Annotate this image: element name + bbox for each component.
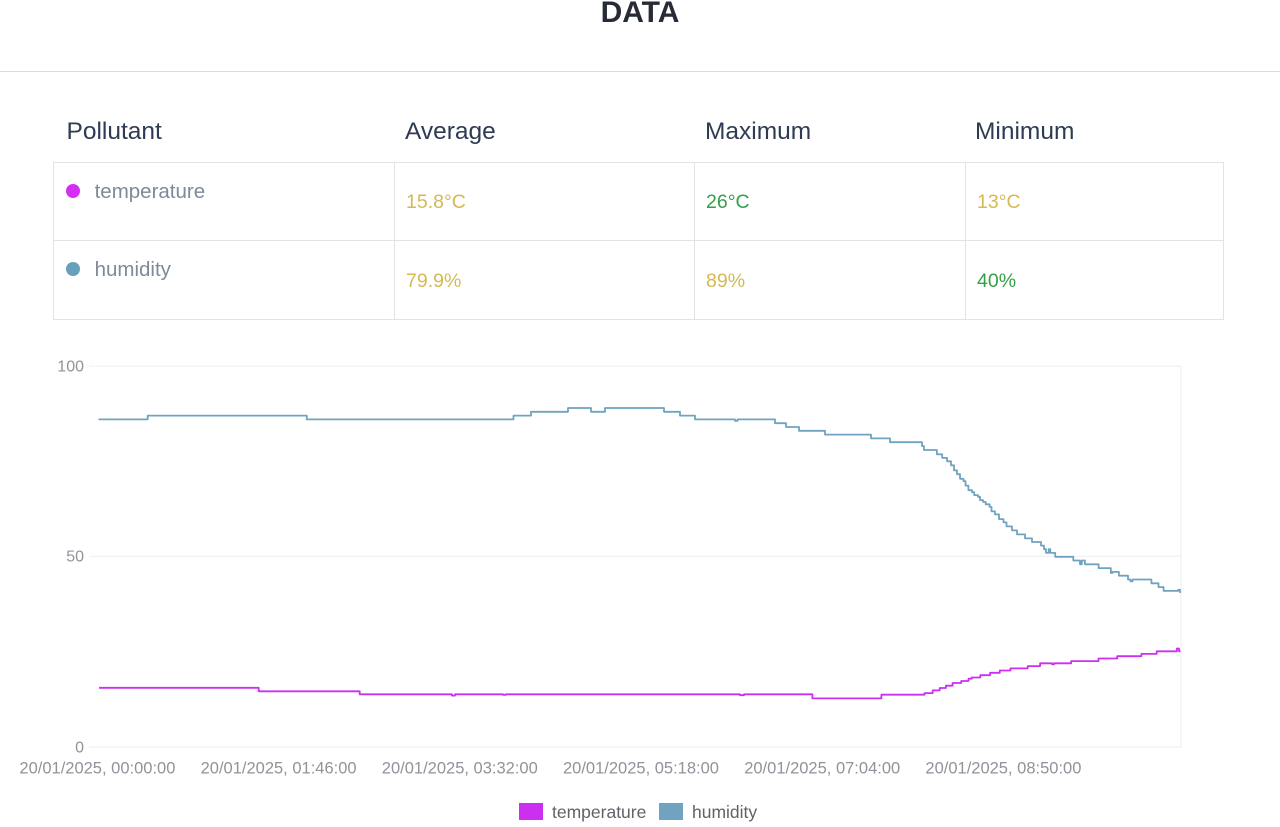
svg-text:50: 50 bbox=[66, 549, 84, 566]
svg-text:20/01/2025, 03:32:00: 20/01/2025, 03:32:00 bbox=[382, 760, 538, 778]
svg-text:20/01/2025, 01:46:00: 20/01/2025, 01:46:00 bbox=[201, 760, 357, 778]
svg-text:100: 100 bbox=[57, 359, 84, 376]
svg-text:20/01/2025, 08:50:00: 20/01/2025, 08:50:00 bbox=[925, 760, 1081, 778]
svg-text:0: 0 bbox=[75, 739, 84, 756]
svg-text:20/01/2025, 05:18:00: 20/01/2025, 05:18:00 bbox=[563, 760, 719, 778]
svg-text:20/01/2025, 00:00:00: 20/01/2025, 00:00:00 bbox=[19, 760, 175, 778]
svg-text:20/01/2025, 07:04:00: 20/01/2025, 07:04:00 bbox=[744, 760, 900, 778]
